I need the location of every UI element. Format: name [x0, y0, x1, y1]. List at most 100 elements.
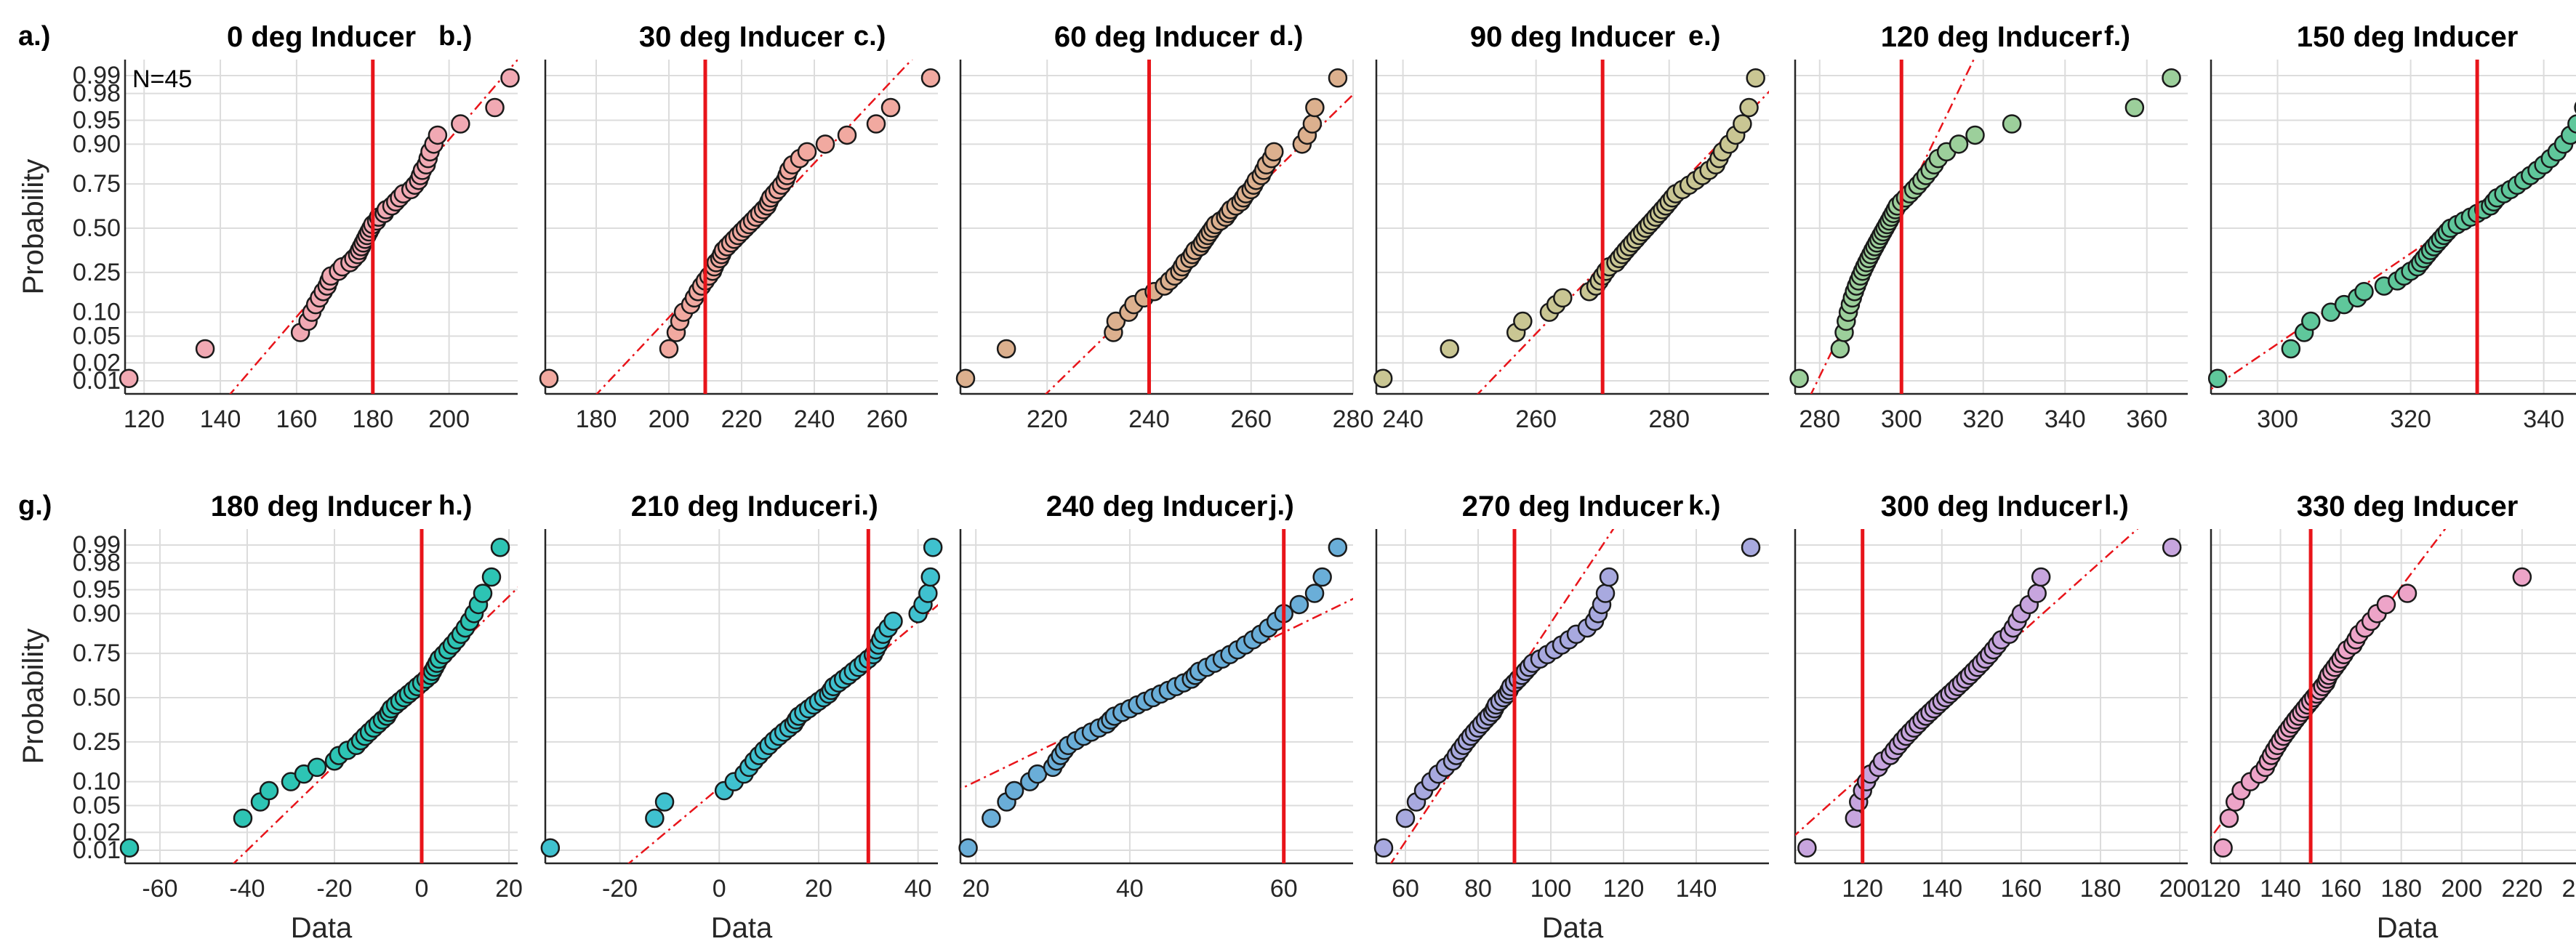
y-tick-label: 0.50 — [73, 684, 121, 711]
y-tick-label: 0.99 — [73, 531, 121, 559]
x-tick-label: 180 — [2380, 875, 2422, 903]
data-point — [1304, 584, 1325, 603]
data-point — [2219, 808, 2239, 828]
x-tick-label: 20 — [495, 875, 523, 903]
data-point — [1264, 142, 1284, 162]
data-point — [837, 125, 857, 145]
x-tick-label: 200 — [2441, 875, 2482, 903]
panel-title: 330 deg Inducer — [2297, 491, 2519, 523]
data-point — [2301, 311, 2321, 331]
panel-k: 120 140 160 180 200 300 deg Inducer k.) — [1688, 491, 2200, 903]
panel-h: -20 0 20 40 Data 210 deg Inducer h.) — [438, 491, 943, 944]
x-tick-label: 120 — [1842, 875, 1883, 903]
data-point — [1553, 288, 1573, 308]
x-tick-label: 0 — [713, 875, 726, 903]
y-tick-label: 0.99 — [73, 62, 121, 89]
data-point — [1739, 97, 1759, 118]
x-tick-label: 180 — [352, 406, 393, 433]
data-point — [955, 368, 976, 389]
data-point — [307, 757, 327, 778]
data-point — [2027, 584, 2047, 603]
data-point — [1949, 134, 1969, 154]
x-tick-label: 160 — [276, 406, 318, 433]
x-tick-label: 240 — [794, 406, 835, 433]
data-point — [2124, 97, 2145, 118]
data-point — [1797, 838, 1817, 858]
data-point — [2354, 281, 2374, 302]
data-point — [883, 611, 903, 632]
x-tick-label: 0 — [415, 875, 429, 903]
y-tick-label: 0.05 — [73, 791, 121, 819]
x-tick-label: 300 — [2257, 406, 2298, 433]
data-point — [1289, 594, 1309, 615]
y-tick-label: 0.02 — [73, 818, 121, 846]
data-point — [1595, 584, 1616, 603]
data-point — [659, 339, 679, 359]
data-point — [1312, 567, 1332, 587]
panel-e: 280 300 320 340 360 120 deg Inducer e.) — [1688, 21, 2188, 433]
data-point — [539, 368, 559, 389]
x-tick-label: 140 — [2260, 875, 2301, 903]
panel-a: 120 140 160 180 200 0.010.020.050.10 0.25 0.50 0… — [17, 21, 520, 433]
data-point — [2512, 567, 2532, 587]
x-tick-label: 320 — [2390, 406, 2431, 433]
panel-letter: d.) — [1269, 21, 1303, 52]
data-point — [1305, 97, 1325, 118]
data-point — [958, 838, 978, 858]
data-point — [1440, 339, 1459, 359]
data-point — [119, 368, 139, 389]
y-tick-label: 0.50 — [73, 214, 121, 242]
x-tick-label: 60 — [1270, 875, 1298, 903]
panel-title: 270 deg Inducer — [1462, 491, 1684, 523]
data-point — [2207, 368, 2228, 389]
x-tick-label: 160 — [2001, 875, 2042, 903]
panel-j: 60 80 100 120 140 Data 270 deg Inducer j.) — [1269, 491, 1769, 944]
panel-letter: a.) — [18, 21, 50, 52]
x-tick-label: 300 — [1881, 406, 1922, 433]
sample-size-label: N=45 — [132, 65, 192, 93]
data-point — [451, 114, 470, 134]
data-point — [996, 339, 1016, 359]
panel-title: 90 deg Inducer — [1470, 21, 1675, 53]
normal-fit-line — [627, 604, 938, 863]
x-tick-label: 200 — [428, 406, 470, 433]
x-tick-label: 160 — [2320, 875, 2362, 903]
panel-b: 180 200 220 240 260 30 deg Inducer b.) — [438, 21, 941, 433]
panel-d: 240 260 280 90 deg Inducer d.) — [1269, 21, 1769, 433]
data-point — [195, 339, 215, 359]
x-tick-label: 80 — [1464, 875, 1492, 903]
x-tick-label: 20 — [962, 875, 990, 903]
x-tick-label: 240 — [1128, 406, 1170, 433]
data-point — [540, 838, 561, 858]
x-axis-title: Data — [1542, 912, 1604, 944]
data-point — [923, 537, 943, 557]
x-tick-label: 60 — [1392, 875, 1419, 903]
x-tick-label: 260 — [1230, 406, 1272, 433]
data-point — [485, 97, 505, 118]
x-tick-label: 120 — [2199, 875, 2241, 903]
x-axis-title: Data — [2377, 912, 2439, 944]
x-tick-label: 180 — [576, 406, 617, 433]
y-tick-label: 0.02 — [73, 349, 121, 376]
data-point — [815, 134, 835, 154]
panel-letter: c.) — [854, 21, 886, 52]
panel-title: 180 deg Inducer — [211, 491, 433, 523]
x-tick-label: 340 — [2523, 406, 2564, 433]
data-point — [2162, 68, 2181, 88]
x-tick-label: 240 — [2562, 875, 2576, 903]
y-tick-label: 0.90 — [73, 130, 121, 158]
data-point — [481, 567, 502, 587]
y-tick-label: 0.25 — [73, 728, 121, 756]
data-point — [2376, 594, 2396, 615]
y-tick-label: 0.75 — [73, 170, 121, 198]
data-point — [1302, 114, 1323, 134]
data-point — [2002, 114, 2022, 134]
x-tick-label: 220 — [1027, 406, 1068, 433]
x-tick-label: 260 — [867, 406, 908, 433]
x-tick-label: 360 — [2126, 406, 2167, 433]
y-axis-title: Probability — [17, 159, 49, 295]
data-point — [1004, 780, 1024, 801]
data-point — [920, 567, 940, 587]
y-tick-label: 0.25 — [73, 259, 121, 286]
